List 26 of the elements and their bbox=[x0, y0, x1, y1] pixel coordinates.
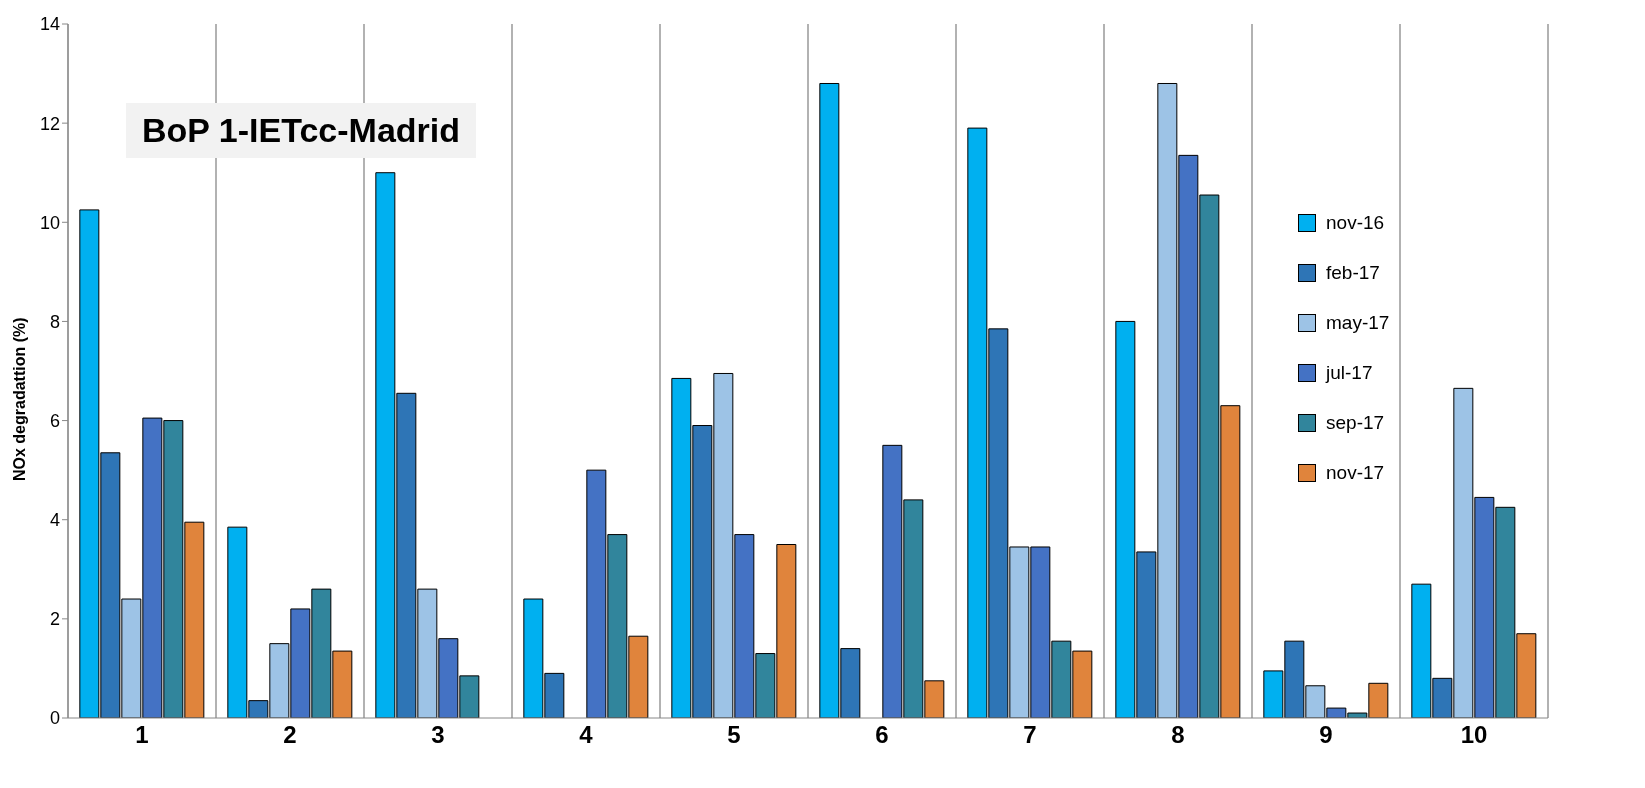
legend-label: jul-17 bbox=[1326, 362, 1373, 384]
legend-label: nov-17 bbox=[1326, 462, 1385, 484]
x-tick-label: 6 bbox=[875, 721, 889, 749]
y-tick-label: 0 bbox=[49, 708, 60, 729]
y-tick-label: 10 bbox=[39, 212, 60, 233]
x-tick-label: 2 bbox=[283, 721, 297, 749]
legend-label: feb-17 bbox=[1326, 262, 1380, 284]
x-tick-label: 8 bbox=[1171, 721, 1185, 749]
x-tick-label: 10 bbox=[1460, 721, 1488, 749]
y-tick-label: 8 bbox=[49, 311, 60, 332]
y-axis-title: NOx degradattion (%) bbox=[10, 317, 28, 481]
x-tick-label: 3 bbox=[431, 721, 445, 749]
y-tick-label: 12 bbox=[39, 113, 60, 134]
legend-label: may-17 bbox=[1326, 312, 1390, 334]
text: BoP 1-IETcc-Madrid bbox=[126, 103, 477, 158]
y-tick-label: 4 bbox=[49, 510, 60, 531]
x-tick-label: 5 bbox=[727, 721, 741, 749]
y-tick-label: 2 bbox=[49, 609, 60, 630]
x-tick-label: 1 bbox=[135, 721, 149, 749]
y-tick-label: 14 bbox=[39, 14, 60, 35]
x-tick-label: 7 bbox=[1023, 721, 1037, 749]
legend-label: sep-17 bbox=[1326, 412, 1385, 434]
legend-label: nov-16 bbox=[1326, 212, 1385, 234]
y-tick-label: 6 bbox=[49, 410, 60, 431]
x-tick-label: 9 bbox=[1319, 721, 1333, 749]
x-tick-label: 4 bbox=[579, 721, 594, 749]
